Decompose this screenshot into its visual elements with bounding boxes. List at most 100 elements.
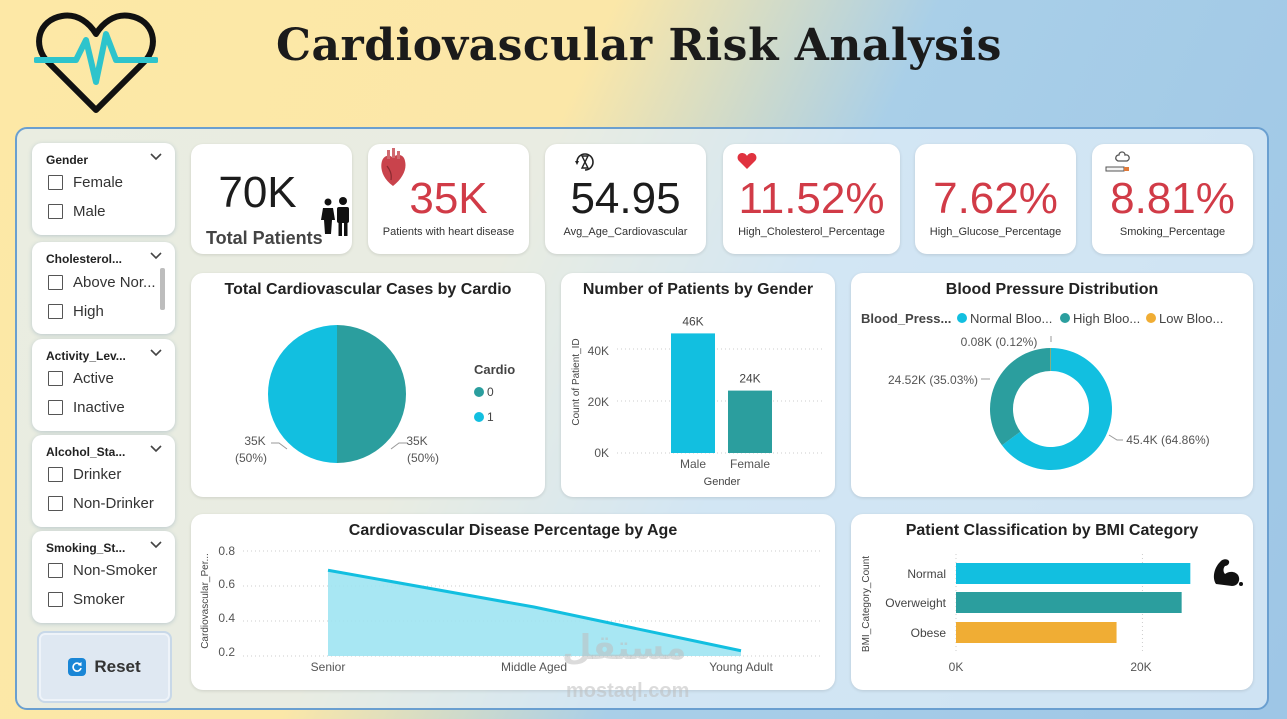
slicer-option-male[interactable]: Male [48,203,106,220]
option-label: High [73,303,104,320]
kpi-value: 7.62% [933,174,1058,223]
x-tick-label: Male [680,457,706,471]
legend-title: Cardio [474,362,515,377]
data-label: 35K [406,434,427,448]
legend-marker [957,313,967,323]
slicer-option-inactive[interactable]: Inactive [48,399,125,416]
slicer-option-drinker[interactable]: Drinker [48,466,121,483]
area-fill[interactable] [328,570,741,656]
slicer-title: Smoking_St... [46,541,126,555]
slicer-option-above-normal[interactable]: Above Nor... [48,274,156,291]
blood-pressure-donut: Blood_Press... Normal Bloo... High Bloo.… [861,311,1223,470]
leader-line [390,442,407,450]
gender-slicer[interactable]: Gender Female Male [32,143,175,235]
chevron-down-icon[interactable] [149,539,163,549]
checkbox[interactable] [48,563,63,578]
legend-entry[interactable]: Normal Bloo... [970,311,1052,326]
chevron-down-icon[interactable] [149,443,163,453]
slicer-title: Cholesterol... [46,252,123,266]
bar-normal[interactable] [956,563,1191,584]
kpi-label: Total Patients [206,228,323,248]
chart-title: Number of Patients by Gender [582,281,814,298]
y-tick-label: Normal [907,567,946,581]
smoking-slicer[interactable]: Smoking_St... Non-Smoker Smoker [32,531,175,623]
legend-entry[interactable]: 0 [487,385,494,399]
checkbox[interactable] [48,275,63,290]
kpi-value: 54.95 [570,174,681,223]
pie-slice-cardio-0[interactable] [337,325,407,463]
kpi-label: Patients with heart disease [382,226,515,238]
pie-slice-cardio-1[interactable] [267,325,337,463]
checkbox[interactable] [48,304,63,319]
legend-entry[interactable]: 1 [487,410,494,424]
gender-bar-card: Number of Patients by Gender 46K 24K 0K … [561,273,835,497]
watermark-arabic: مستقل [562,628,687,668]
alcohol-slicer[interactable]: Alcohol_Sta... Drinker Non-Drinker [32,435,175,527]
legend-entry[interactable]: Low Bloo... [1159,311,1223,326]
age-area-chart: 0.2 0.4 0.6 0.8 Senior Middle Aged Young… [200,544,821,674]
bar-male[interactable] [671,333,715,453]
age-area-card: Cardiovascular Disease Percentage by Age… [191,514,835,690]
checkbox[interactable] [48,175,63,190]
x-tick-label: Young Adult [709,660,773,674]
slicer-option-active[interactable]: Active [48,370,114,387]
y-tick-label: 20K [588,395,609,409]
y-tick-label: 0.6 [218,577,235,591]
kpi-avg-age: 54.95 Avg_Age_Cardiovascular [545,144,706,254]
kpi-label: Smoking_Percentage [1119,226,1226,238]
legend-entry[interactable]: High Bloo... [1073,311,1140,326]
chart-title: Total Cardiovascular Cases by Cardio [224,281,512,298]
x-tick-label: Senior [311,660,346,674]
activity-slicer[interactable]: Activity_Lev... Active Inactive [32,339,175,431]
donut-slice-high[interactable] [990,348,1051,446]
data-label: 24K [739,372,760,386]
y-axis-title: BMI_Category_Count [861,556,872,652]
checkbox[interactable] [48,204,63,219]
reset-label: Reset [94,657,141,676]
chevron-down-icon[interactable] [149,347,163,357]
scrollbar[interactable] [160,268,165,310]
bar-overweight[interactable] [956,592,1182,613]
slicer-title: Activity_Lev... [46,349,126,363]
gender-bar-chart: 46K 24K 0K 20K 40K Male Female Gender Co… [571,314,825,488]
checkbox[interactable] [48,467,63,482]
option-label: Male [73,203,106,220]
slicer-option-high[interactable]: High [48,303,104,320]
checkbox[interactable] [48,496,63,511]
x-tick-label: Female [730,457,770,471]
series-line[interactable] [327,568,742,653]
kpi-label: High_Cholesterol_Percentage [738,226,885,238]
cholesterol-slicer[interactable]: Cholesterol... Above Nor... High [32,242,175,334]
bar-female[interactable] [728,390,772,453]
kpi-value: 8.81% [1110,174,1235,223]
x-tick-label: Middle Aged [501,660,567,674]
legend-marker [474,412,484,422]
kpi-label: High_Glucose_Percentage [929,226,1062,238]
checkbox[interactable] [48,371,63,386]
blood-pressure-card: Blood Pressure Distribution Blood_Press.… [851,273,1253,497]
data-label: 46K [682,314,703,328]
page-title: Cardiovascular Risk Analysis [276,20,1002,71]
hourglass-icon [575,153,594,171]
y-tick-label: 40K [588,344,609,358]
checkbox[interactable] [48,400,63,415]
kpi-total-patients: 70K Total Patients [191,144,352,254]
chart-title: Cardiovascular Disease Percentage by Age [348,522,678,539]
slicer-option-female[interactable]: Female [48,174,123,191]
bar-obese[interactable] [956,622,1117,643]
slicer-option-non-drinker[interactable]: Non-Drinker [48,495,154,512]
legend-marker [1060,313,1070,323]
slicer-option-smoker[interactable]: Smoker [48,591,125,608]
reset-button[interactable]: Reset [37,631,172,703]
slicer-option-non-smoker[interactable]: Non-Smoker [48,562,157,579]
checkbox[interactable] [48,592,63,607]
donut-slice-normal[interactable] [1001,348,1112,470]
chevron-down-icon[interactable] [149,250,163,260]
x-tick-label: 20K [1130,660,1151,674]
slicer-title: Gender [46,153,89,167]
bmi-bar-chart: Normal Overweight Obese 0K 20K BMI_Categ… [861,554,1243,674]
chevron-down-icon[interactable] [149,151,163,161]
kpi-heart-disease: 35K Patients with heart disease [368,144,529,254]
watermark-latin: mostaql.com [566,680,690,702]
data-label: 24.52K (35.03%) [888,373,978,387]
